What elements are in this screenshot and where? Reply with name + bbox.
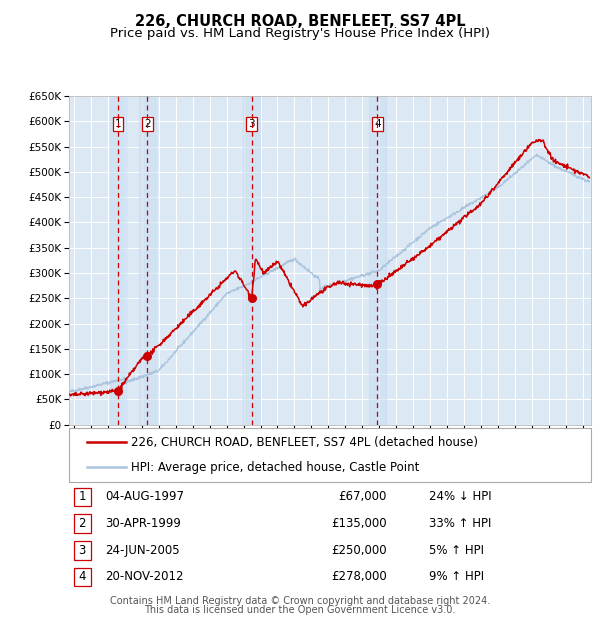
Text: 30-APR-1999: 30-APR-1999 (106, 517, 181, 530)
Bar (369, 96, 386, 425)
Text: £67,000: £67,000 (338, 490, 387, 503)
Text: 3: 3 (248, 119, 255, 129)
Bar (110, 96, 127, 425)
Bar (139, 96, 156, 425)
Text: HPI: Average price, detached house, Castle Point: HPI: Average price, detached house, Cast… (131, 461, 419, 474)
Text: Price paid vs. HM Land Registry's House Price Index (HPI): Price paid vs. HM Land Registry's House … (110, 27, 490, 40)
Text: 1: 1 (115, 119, 121, 129)
Text: 5% ↑ HPI: 5% ↑ HPI (429, 544, 484, 557)
Text: 2: 2 (144, 119, 151, 129)
Text: This data is licensed under the Open Government Licence v3.0.: This data is licensed under the Open Gov… (145, 605, 455, 615)
Text: 24% ↓ HPI: 24% ↓ HPI (429, 490, 491, 503)
Text: 226, CHURCH ROAD, BENFLEET, SS7 4PL (detached house): 226, CHURCH ROAD, BENFLEET, SS7 4PL (det… (131, 436, 478, 449)
Text: 24-JUN-2005: 24-JUN-2005 (106, 544, 180, 557)
Text: 4: 4 (374, 119, 380, 129)
Text: £278,000: £278,000 (331, 570, 387, 583)
Text: 04-AUG-1997: 04-AUG-1997 (106, 490, 185, 503)
Text: 20-NOV-2012: 20-NOV-2012 (106, 570, 184, 583)
Text: Contains HM Land Registry data © Crown copyright and database right 2024.: Contains HM Land Registry data © Crown c… (110, 596, 490, 606)
Text: 3: 3 (79, 544, 86, 557)
Text: 33% ↑ HPI: 33% ↑ HPI (429, 517, 491, 530)
Text: 4: 4 (79, 570, 86, 583)
Text: 226, CHURCH ROAD, BENFLEET, SS7 4PL: 226, CHURCH ROAD, BENFLEET, SS7 4PL (134, 14, 466, 29)
Text: 1: 1 (79, 490, 86, 503)
Text: 9% ↑ HPI: 9% ↑ HPI (429, 570, 484, 583)
Text: £250,000: £250,000 (331, 544, 387, 557)
Text: 2: 2 (79, 517, 86, 530)
Bar (243, 96, 260, 425)
Text: £135,000: £135,000 (331, 517, 387, 530)
